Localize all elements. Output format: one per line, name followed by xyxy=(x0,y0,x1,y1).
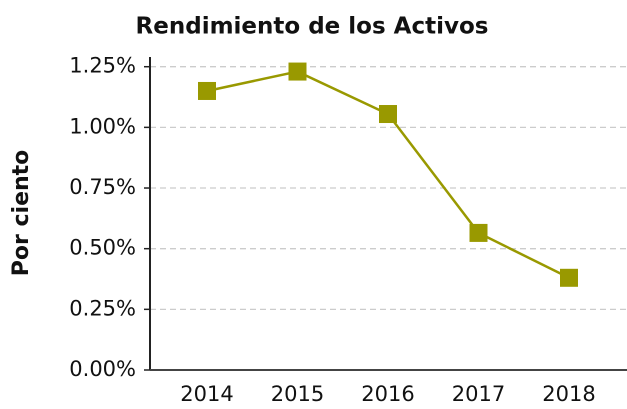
marker xyxy=(560,268,578,287)
y-tick-label: 1.25% xyxy=(69,54,136,78)
y-tick-label: 0.75% xyxy=(69,175,136,199)
x-tick-label: 2015 xyxy=(271,382,324,406)
y-tick-label: 0.25% xyxy=(69,296,136,320)
line xyxy=(206,70,570,279)
marker xyxy=(198,81,216,100)
x-tick-label: 2014 xyxy=(180,382,233,406)
marker xyxy=(469,223,488,242)
y-tick-label: 1.00% xyxy=(69,114,136,138)
x-tick-label: 2018 xyxy=(542,382,595,406)
x-tick-label: 2016 xyxy=(361,382,414,406)
chart-title: Rendimiento de los Activos xyxy=(136,14,489,40)
y-tick-label: 0.50% xyxy=(69,236,136,260)
marker xyxy=(288,62,307,81)
marker xyxy=(379,105,397,124)
y-axis-label: Por ciento xyxy=(9,150,34,277)
y-tick-label: 0.00% xyxy=(69,357,136,381)
x-tick-label: 2017 xyxy=(452,382,505,406)
